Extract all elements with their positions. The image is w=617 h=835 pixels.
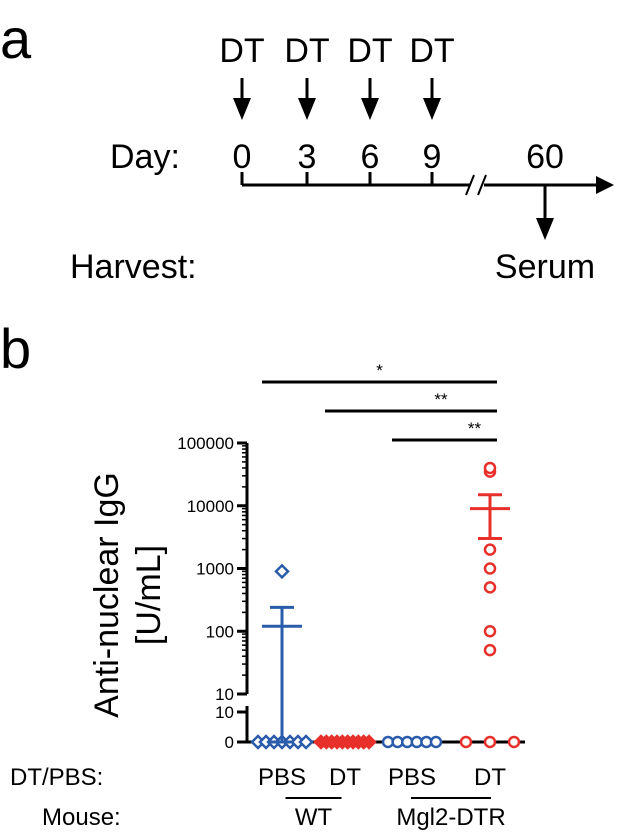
data-point [429, 735, 443, 749]
data-point [459, 735, 473, 749]
x-tick-label: DT [474, 764, 506, 791]
y-tick-label: 0 [225, 733, 234, 752]
y-tick-label: 100000 [177, 434, 234, 453]
day-value: 60 [526, 138, 564, 176]
x-tick-label: PBS [258, 764, 306, 791]
y-axis-label: [U/mL] [130, 545, 168, 645]
harvest-label: Harvest: [70, 248, 197, 286]
treatment-arrowhead [233, 98, 251, 120]
data-point [483, 543, 497, 556]
data-point [298, 734, 314, 750]
data-point [483, 562, 497, 575]
data-point [483, 581, 497, 594]
significance-label: * [376, 361, 383, 380]
data-point [361, 734, 377, 750]
y-axis-label: Anti-nuclear IgG [88, 472, 126, 718]
harvest-arrowhead [536, 218, 554, 240]
significance-label: ** [434, 390, 448, 409]
day-value: 9 [423, 138, 442, 176]
group-label: Mgl2-DTR [396, 804, 505, 831]
data-point [274, 563, 290, 580]
treatment-arrowhead [361, 98, 379, 120]
x-tick-label: DT [329, 764, 361, 791]
day-value: 3 [298, 138, 317, 176]
data-point [483, 643, 497, 657]
panel-label: a [0, 7, 32, 70]
treatment-label: DT [219, 32, 264, 70]
day-value: 6 [361, 138, 380, 176]
panel-a: a Day: Harvest: Serum DT DT DT DT 0 3 6 9 60 [0, 7, 614, 286]
row-label: Mouse: [42, 804, 121, 831]
timeline-arrow [596, 176, 614, 194]
data-point [483, 625, 497, 638]
break-mark [477, 174, 487, 196]
data-point [483, 461, 497, 475]
panel-b: b Anti-nuclear IgG [U/mL] DT/PBS: Mouse:… [0, 317, 525, 831]
y-tick-label: 10 [215, 703, 234, 722]
treatment-arrowhead [423, 98, 441, 120]
treatment-label: DT [284, 32, 329, 70]
row-label: DT/PBS: [10, 764, 103, 791]
group-label: WT [295, 804, 333, 831]
treatment-label: DT [409, 32, 454, 70]
day-value: 0 [233, 138, 252, 176]
break-mark [465, 174, 475, 196]
y-tick-label: 1000 [196, 560, 234, 579]
data-point [483, 735, 497, 749]
y-tick-label: 100 [206, 622, 234, 641]
y-tick-label: 10000 [187, 497, 234, 516]
panel-label: b [0, 317, 31, 380]
y-tick-label: 10 [215, 685, 234, 704]
significance-label: ** [468, 419, 482, 438]
day-label: Day: [110, 138, 180, 176]
data-point [507, 735, 521, 749]
treatment-label: DT [347, 32, 392, 70]
x-tick-label: PBS [388, 764, 436, 791]
treatment-arrowhead [298, 98, 316, 120]
harvest-sample: Serum [495, 248, 595, 286]
